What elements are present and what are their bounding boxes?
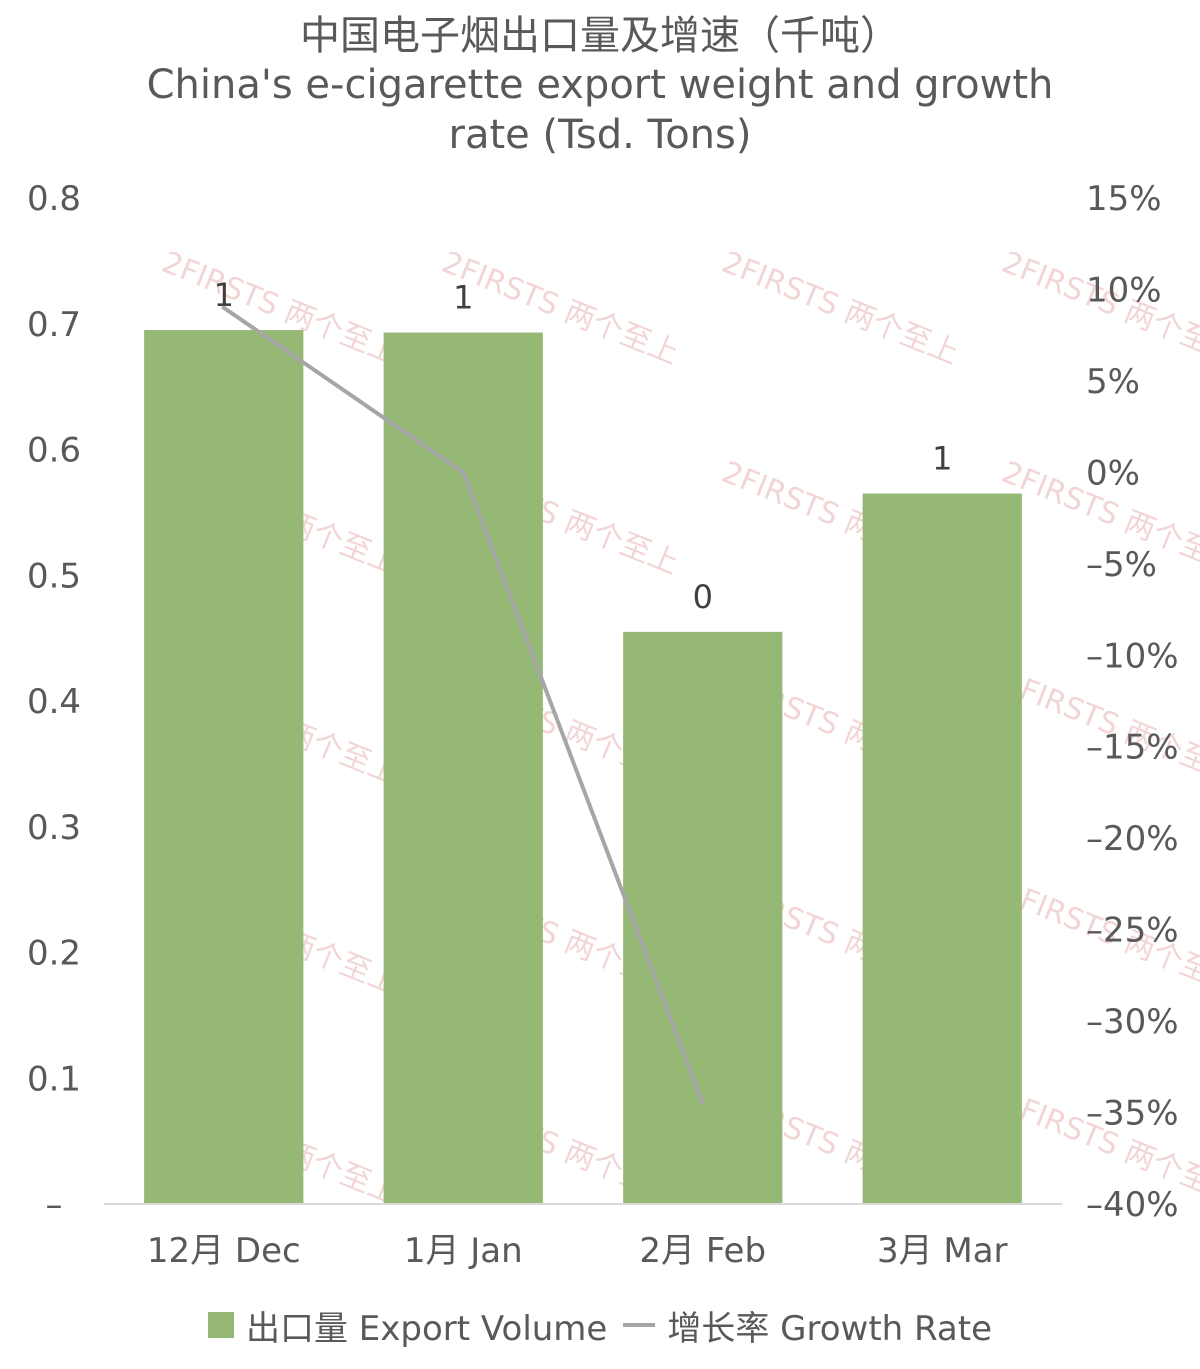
- legend-swatch-bar: [207, 1312, 234, 1338]
- bar-export-volume[interactable]: [623, 631, 783, 1204]
- y-right-tick-label: –10%: [1086, 636, 1179, 676]
- point-growth-rate[interactable]: [700, 1101, 705, 1106]
- y-left-tick-label: 0.2: [27, 934, 81, 974]
- y-left-tick-label: 0.7: [27, 305, 81, 345]
- y-left-tick-label: 0.3: [27, 808, 81, 848]
- y-right-tick-label: 15%: [1086, 179, 1162, 219]
- chart-title-en-line2: rate (Tsd. Tons): [448, 112, 752, 158]
- data-label-export-volume: 1: [932, 440, 952, 478]
- y-left-tick-label: 0.1: [27, 1059, 81, 1099]
- y-right-tick-label: –35%: [1086, 1094, 1179, 1134]
- y-left-tick-label: 0.4: [27, 682, 81, 722]
- data-label-export-volume: 0: [693, 578, 713, 616]
- bar-export-volume[interactable]: [383, 332, 543, 1204]
- legend-item-export-volume[interactable]: 出口量 Export Volume: [207, 1301, 608, 1350]
- x-tick-label: 3月 Mar: [877, 1231, 1008, 1271]
- y-right-tick-label: –40%: [1086, 1185, 1179, 1225]
- y-right-tick-label: –30%: [1086, 1002, 1179, 1042]
- y-left-tick-label: –: [46, 1185, 63, 1225]
- legend-label-export-volume: 出口量 Export Volume: [245, 1308, 608, 1349]
- watermark-text: 2FIRSTS 两个至上: [717, 245, 964, 372]
- legend-swatch-line: [623, 1323, 656, 1327]
- y-right-tick-label: –15%: [1086, 728, 1179, 768]
- bar-export-volume[interactable]: [862, 493, 1022, 1204]
- chart-title-zh: 中国电子烟出口量及增速（千吨）: [300, 13, 900, 59]
- legend: 出口量 Export Volume 增长率 Growth Rate: [0, 1300, 1200, 1350]
- x-tick-label: 1月 Jan: [404, 1231, 523, 1271]
- y-left-tick-label: 0.8: [27, 179, 81, 219]
- data-label-export-volume: 1: [214, 276, 234, 314]
- x-tick-label: 2月 Feb: [639, 1231, 766, 1271]
- point-growth-rate[interactable]: [221, 305, 226, 310]
- legend-item-growth-rate[interactable]: 增长率 Growth Rate: [623, 1301, 992, 1350]
- chart-title-en-line1: China's e-cigarette export weight and gr…: [146, 62, 1054, 108]
- point-growth-rate[interactable]: [461, 470, 466, 475]
- legend-label-growth-rate: 增长率 Growth Rate: [667, 1308, 993, 1349]
- y-right-tick-label: –5%: [1086, 545, 1157, 585]
- y-right-tick-label: –20%: [1086, 819, 1179, 859]
- y-right-tick-label: –25%: [1086, 911, 1179, 951]
- bar-export-volume[interactable]: [144, 330, 304, 1205]
- y-right-tick-label: 10%: [1086, 270, 1162, 310]
- x-tick-label: 12月 Dec: [147, 1231, 301, 1271]
- y-right-tick-label: 5%: [1086, 362, 1140, 402]
- data-label-export-volume: 1: [453, 279, 473, 317]
- y-right-tick-label: 0%: [1086, 453, 1140, 493]
- y-left-tick-label: 0.5: [27, 556, 81, 596]
- y-left-tick-label: 0.6: [27, 431, 81, 471]
